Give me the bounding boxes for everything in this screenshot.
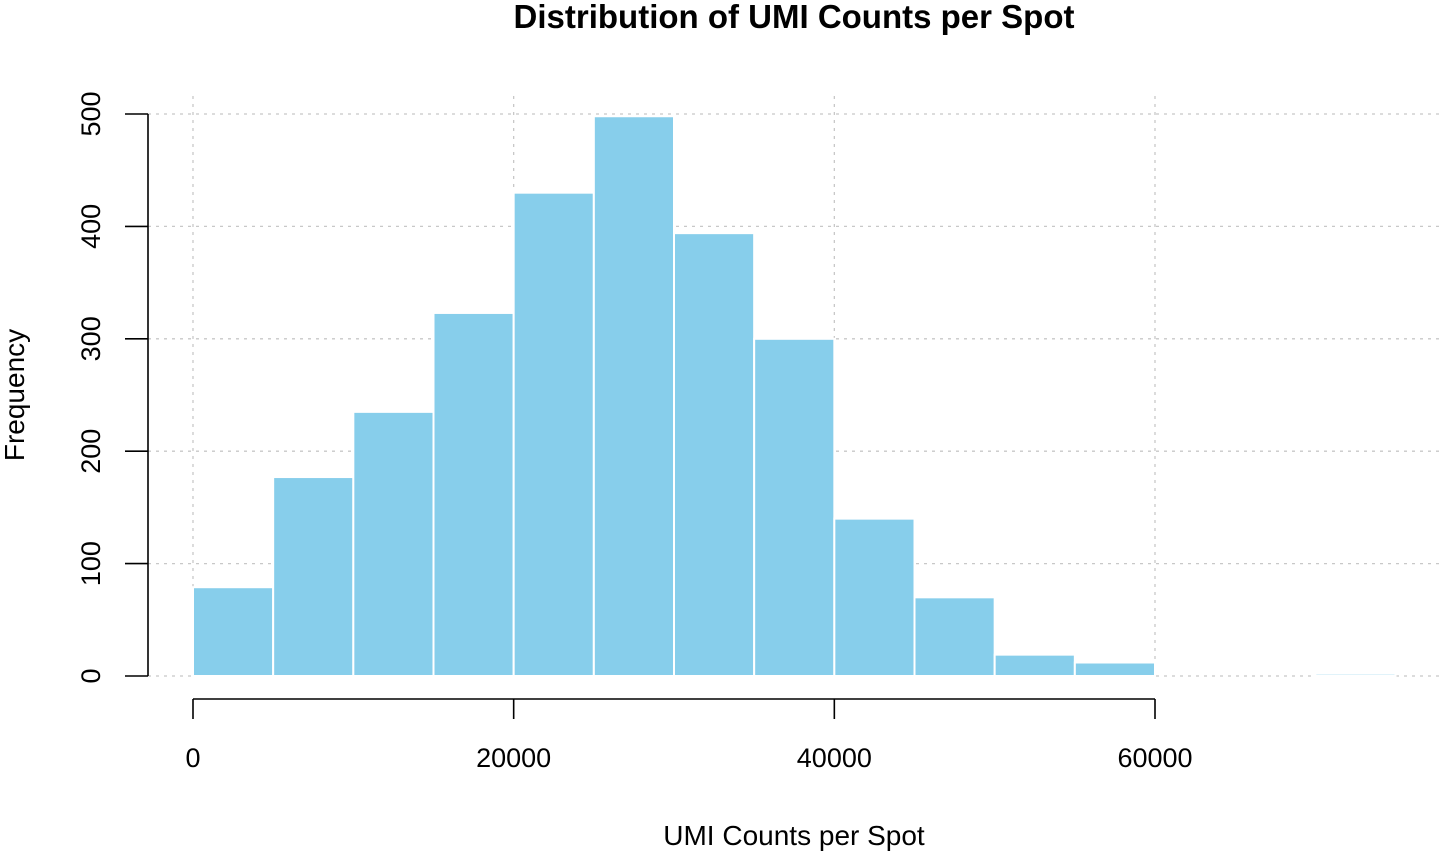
axes: 0 100 200 300 400 500 0 20000 40000 60000 [76, 91, 1193, 773]
y-tick-label-3: 300 [76, 316, 106, 361]
histogram-bar-7 [753, 337, 836, 677]
histogram-bar-9 [913, 596, 996, 678]
y-tick-label-4: 400 [76, 204, 106, 249]
histogram-bar-6 [673, 232, 756, 677]
y-tick-label-1: 100 [76, 541, 106, 586]
histogram-bar-11 [1073, 661, 1157, 678]
x-tick-label-1: 20000 [476, 743, 551, 773]
histogram-bar-0 [192, 586, 275, 677]
bars [192, 115, 1397, 678]
histogram-bar-4 [512, 191, 595, 677]
y-tick-label-5: 500 [76, 91, 106, 136]
histogram-bar-1 [272, 476, 355, 677]
y-tick-label-0: 0 [76, 668, 106, 683]
histogram-bar-10 [993, 653, 1076, 677]
histogram-bar-14 [1314, 672, 1397, 678]
histogram-bar-2 [352, 410, 435, 677]
x-axis-label: UMI Counts per Spot [663, 820, 925, 851]
histogram-bar-3 [432, 311, 515, 677]
histogram-bar-8 [833, 517, 916, 678]
x-tick-label-3: 60000 [1117, 743, 1192, 773]
x-tick-label-0: 0 [185, 743, 200, 773]
y-axis-label: Frequency [0, 329, 30, 461]
chart-title: Distribution of UMI Counts per Spot [514, 0, 1075, 35]
x-tick-label-2: 40000 [797, 743, 872, 773]
histogram-bar-5 [592, 115, 675, 678]
y-tick-label-2: 200 [76, 429, 106, 474]
